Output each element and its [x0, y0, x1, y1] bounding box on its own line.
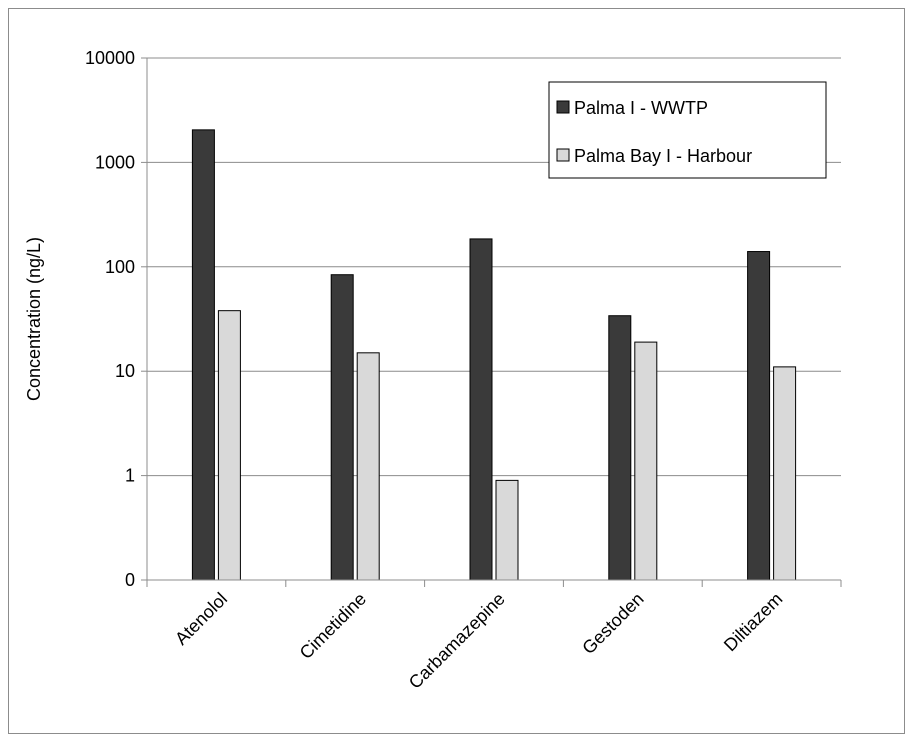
- y-tick-label: 100: [105, 257, 135, 277]
- bar-carbamazepine-harbour: [495, 479, 519, 581]
- x-tick-label: Diltiazem: [720, 589, 786, 655]
- bar-gestoden-wwtp: [608, 315, 632, 581]
- bars: [191, 129, 797, 581]
- x-tick-label: Cimetidine: [296, 589, 370, 663]
- bar-carbamazepine-wwtp: [469, 238, 493, 581]
- gridlines: [147, 57, 841, 477]
- bar-diltiazem-wwtp: [747, 251, 771, 581]
- x-tick-labels: Atenolol Cimetidine Carbamazepine Gestoden D…: [171, 589, 786, 693]
- bar-atenolol-wwtp: [191, 129, 215, 581]
- bar-gestoden-harbour: [634, 341, 658, 581]
- legend-label-harbour: Palma Bay I - Harbour: [574, 146, 752, 166]
- x-tick-label: Atenolol: [171, 589, 231, 649]
- legend: Palma I - WWTP Palma Bay I - Harbour: [548, 81, 827, 179]
- bar-cimetidine-wwtp: [330, 274, 354, 581]
- y-tick-labels: 0 1 10 100 1000 10000: [85, 48, 135, 590]
- legend-label-wwtp: Palma I - WWTP: [574, 98, 708, 118]
- legend-swatch-harbour: [556, 148, 570, 162]
- y-tick-label: 1: [125, 466, 135, 486]
- x-tick-label: Gestoden: [578, 589, 647, 658]
- y-tick-label: 10: [115, 361, 135, 381]
- axes: [141, 57, 842, 587]
- legend-swatch-wwtp: [556, 100, 570, 114]
- legend-box: [548, 81, 827, 179]
- y-axis-title: Concentration (ng/L): [24, 237, 44, 401]
- x-tick-label: Carbamazepine: [405, 589, 509, 693]
- bar-atenolol-harbour: [217, 310, 241, 581]
- y-tick-label: 1000: [95, 152, 135, 172]
- y-tick-label: 10000: [85, 48, 135, 68]
- bar-diltiazem-harbour: [773, 366, 797, 581]
- bar-cimetidine-harbour: [356, 352, 380, 581]
- y-tick-label: 0: [125, 570, 135, 590]
